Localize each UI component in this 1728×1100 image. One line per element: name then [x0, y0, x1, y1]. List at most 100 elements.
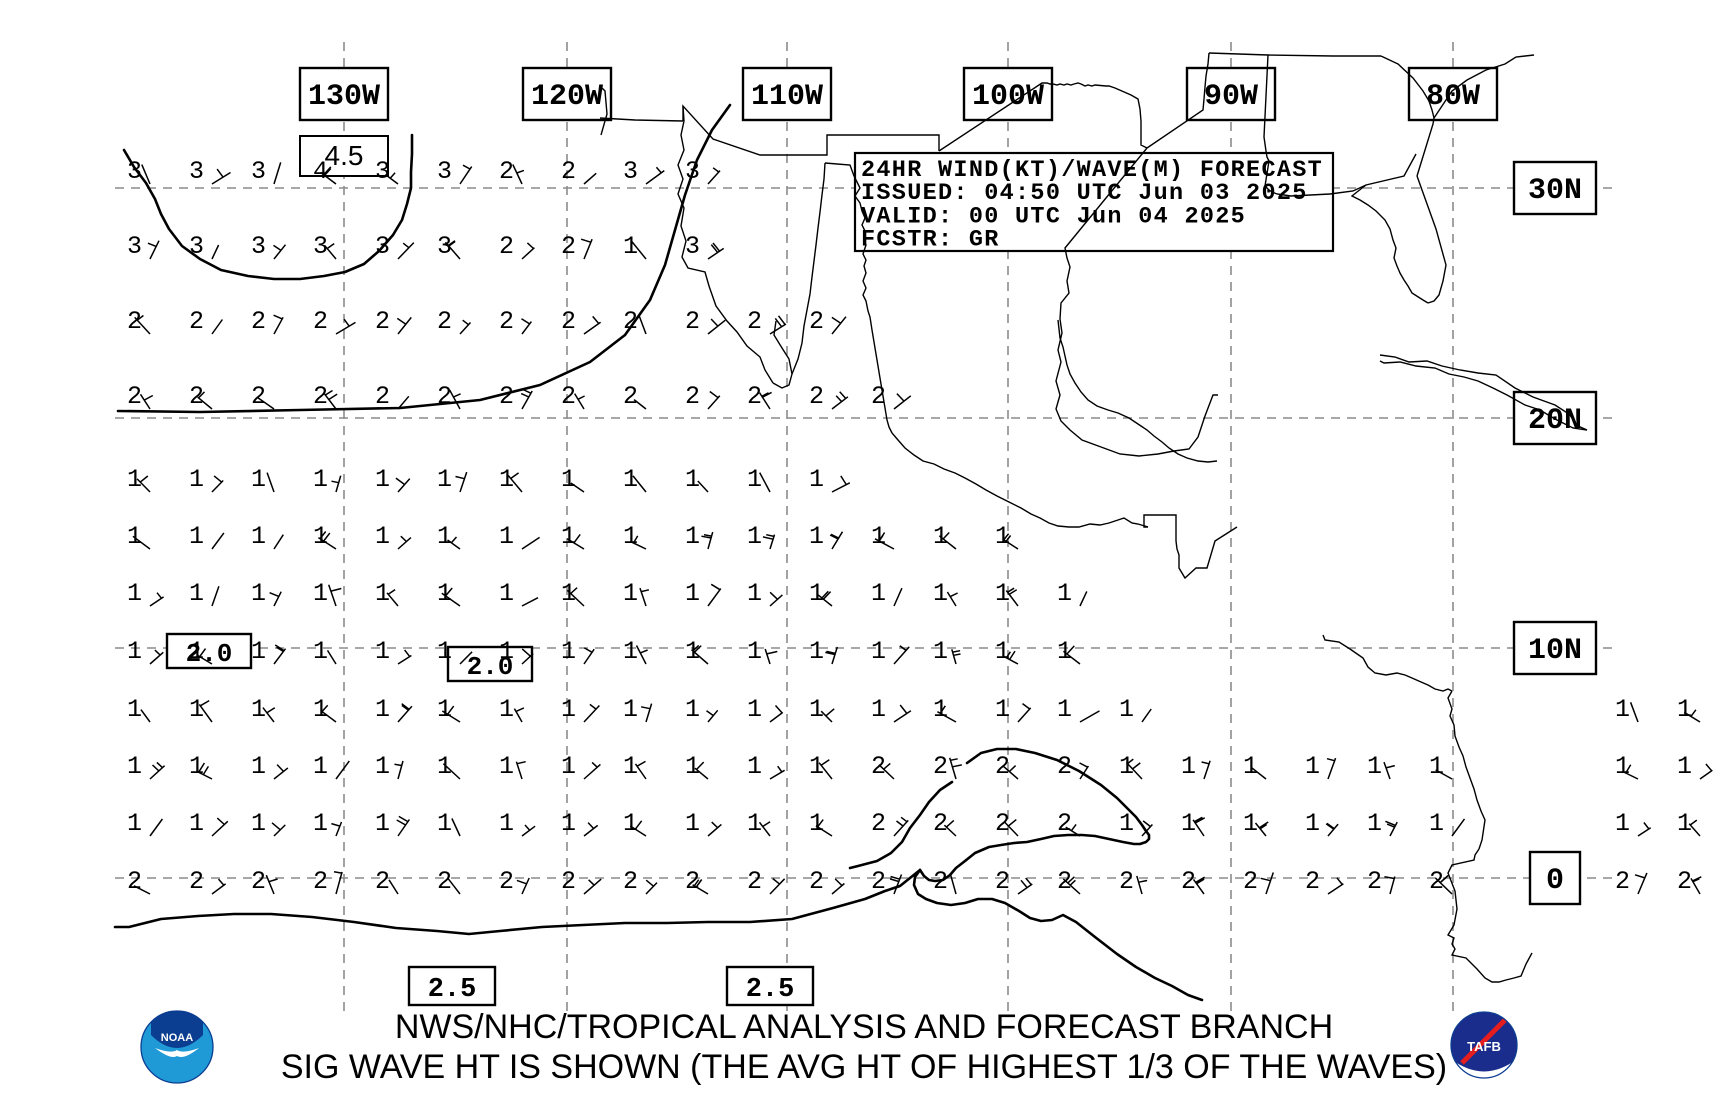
- svg-text:2.5: 2.5: [428, 975, 477, 1005]
- svg-text:1: 1: [1429, 752, 1444, 781]
- svg-text:120W: 120W: [531, 80, 603, 114]
- svg-text:2: 2: [747, 382, 762, 411]
- svg-text:2: 2: [623, 382, 638, 411]
- svg-text:1: 1: [685, 695, 700, 724]
- svg-text:1: 1: [375, 465, 390, 494]
- svg-text:1: 1: [933, 637, 948, 666]
- svg-text:2: 2: [189, 867, 204, 896]
- svg-text:3: 3: [127, 157, 142, 186]
- svg-text:2: 2: [561, 157, 576, 186]
- svg-text:2: 2: [561, 232, 576, 261]
- svg-text:1: 1: [747, 465, 762, 494]
- svg-text:1: 1: [189, 637, 204, 666]
- svg-text:1: 1: [561, 809, 576, 838]
- svg-text:1: 1: [685, 809, 700, 838]
- svg-text:1: 1: [375, 752, 390, 781]
- svg-text:1: 1: [1677, 695, 1692, 724]
- svg-text:2: 2: [375, 867, 390, 896]
- svg-text:1: 1: [499, 809, 514, 838]
- svg-text:1: 1: [499, 637, 514, 666]
- svg-text:2.5: 2.5: [746, 975, 795, 1005]
- svg-text:2: 2: [871, 382, 886, 411]
- svg-text:FCSTR: GR: FCSTR: GR: [861, 227, 1000, 254]
- svg-text:1: 1: [871, 637, 886, 666]
- svg-text:1: 1: [1305, 752, 1320, 781]
- svg-text:1: 1: [747, 579, 762, 608]
- svg-text:1: 1: [685, 579, 700, 608]
- svg-text:1: 1: [995, 522, 1010, 551]
- svg-text:2: 2: [685, 382, 700, 411]
- svg-text:4.5: 4.5: [325, 140, 364, 171]
- svg-text:3: 3: [127, 232, 142, 261]
- svg-text:1: 1: [251, 522, 266, 551]
- svg-text:30N: 30N: [1528, 174, 1582, 208]
- svg-text:1: 1: [623, 695, 638, 724]
- svg-text:2: 2: [1119, 867, 1134, 896]
- svg-text:1: 1: [1615, 752, 1630, 781]
- svg-text:2: 2: [1367, 867, 1382, 896]
- svg-text:1: 1: [251, 637, 266, 666]
- svg-text:1: 1: [747, 522, 762, 551]
- svg-text:2: 2: [127, 867, 142, 896]
- svg-text:110W: 110W: [751, 80, 823, 114]
- svg-text:1: 1: [933, 695, 948, 724]
- svg-text:2: 2: [1181, 867, 1196, 896]
- svg-text:1: 1: [623, 752, 638, 781]
- svg-text:2: 2: [933, 752, 948, 781]
- svg-text:1: 1: [747, 752, 762, 781]
- svg-text:100W: 100W: [972, 80, 1044, 114]
- svg-text:80W: 80W: [1426, 80, 1480, 114]
- svg-text:2: 2: [499, 382, 514, 411]
- svg-text:1: 1: [1119, 695, 1134, 724]
- svg-text:2: 2: [313, 867, 328, 896]
- svg-text:1: 1: [685, 465, 700, 494]
- svg-text:SIG WAVE HT IS SHOWN (THE AVG: SIG WAVE HT IS SHOWN (THE AVG HT OF HIGH…: [281, 1048, 1447, 1086]
- svg-text:1: 1: [995, 637, 1010, 666]
- svg-text:1: 1: [127, 522, 142, 551]
- svg-text:1: 1: [499, 579, 514, 608]
- svg-text:2: 2: [313, 307, 328, 336]
- svg-text:1: 1: [623, 809, 638, 838]
- svg-text:2: 2: [189, 382, 204, 411]
- svg-text:2: 2: [809, 867, 824, 896]
- svg-text:1: 1: [747, 637, 762, 666]
- svg-text:2: 2: [1677, 867, 1692, 896]
- svg-text:1: 1: [375, 809, 390, 838]
- svg-text:1: 1: [313, 752, 328, 781]
- svg-text:1: 1: [127, 752, 142, 781]
- svg-text:2: 2: [623, 867, 638, 896]
- svg-text:1: 1: [251, 579, 266, 608]
- svg-text:0: 0: [1546, 864, 1564, 898]
- svg-text:1: 1: [809, 637, 824, 666]
- svg-text:1: 1: [189, 809, 204, 838]
- svg-text:2: 2: [251, 382, 266, 411]
- svg-text:1: 1: [561, 465, 576, 494]
- svg-text:90W: 90W: [1204, 80, 1258, 114]
- svg-text:1: 1: [127, 809, 142, 838]
- svg-text:2: 2: [375, 382, 390, 411]
- svg-text:1: 1: [1119, 752, 1134, 781]
- svg-text:2: 2: [251, 307, 266, 336]
- svg-text:2: 2: [1057, 809, 1072, 838]
- svg-text:1: 1: [1615, 695, 1630, 724]
- svg-text:1: 1: [437, 465, 452, 494]
- svg-text:1: 1: [499, 695, 514, 724]
- svg-text:2: 2: [933, 809, 948, 838]
- svg-text:2: 2: [127, 382, 142, 411]
- svg-text:10N: 10N: [1528, 634, 1582, 668]
- svg-text:2: 2: [437, 307, 452, 336]
- svg-text:130W: 130W: [308, 80, 380, 114]
- svg-text:2: 2: [809, 382, 824, 411]
- svg-text:1: 1: [189, 579, 204, 608]
- svg-text:2: 2: [561, 867, 576, 896]
- svg-text:1: 1: [189, 522, 204, 551]
- svg-text:1: 1: [437, 809, 452, 838]
- svg-text:1: 1: [871, 695, 886, 724]
- svg-text:2: 2: [1243, 867, 1258, 896]
- svg-text:2: 2: [1057, 752, 1072, 781]
- svg-text:2: 2: [871, 752, 886, 781]
- svg-text:3: 3: [437, 157, 452, 186]
- svg-text:1: 1: [313, 522, 328, 551]
- svg-text:2: 2: [995, 867, 1010, 896]
- svg-text:2: 2: [1305, 867, 1320, 896]
